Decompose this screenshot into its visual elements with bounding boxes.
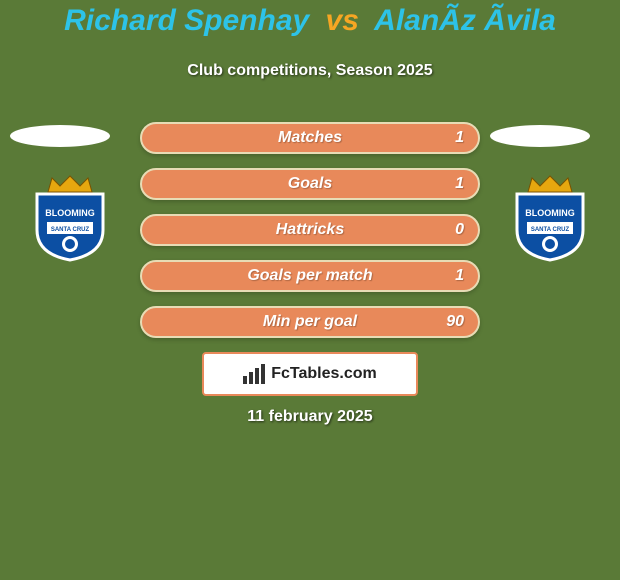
crown-icon — [526, 174, 574, 194]
player1-avatar — [10, 125, 110, 147]
title-player1: Richard Spenhay — [64, 4, 309, 37]
stat-value-right: 0 — [455, 221, 464, 239]
subtitle: Club competitions, Season 2025 — [0, 62, 620, 80]
stat-bar: Min per goal90 — [140, 306, 480, 338]
svg-text:BLOOMING: BLOOMING — [525, 208, 575, 218]
stat-value-right: 90 — [446, 313, 464, 331]
stat-label: Hattricks — [142, 221, 478, 239]
title-bar: Richard Spenhay vs AlanÃz Ãvila — [0, 4, 620, 38]
comparison-card: Richard Spenhay vs AlanÃz Ãvila Club com… — [0, 0, 620, 580]
stat-label: Goals per match — [142, 267, 478, 285]
stat-value-right: 1 — [455, 129, 464, 147]
svg-text:SANTA CRUZ: SANTA CRUZ — [531, 227, 570, 233]
chart-icon — [243, 364, 265, 384]
stat-label: Min per goal — [142, 313, 478, 331]
date-text: 11 february 2025 — [0, 408, 620, 426]
stat-bar: Goals1 — [140, 168, 480, 200]
title-vs: vs — [326, 4, 359, 37]
branding-text: FcTables.com — [271, 365, 377, 383]
player2-club-badge: BLOOMING SANTA CRUZ — [500, 178, 600, 266]
stat-bar: Hattricks0 — [140, 214, 480, 246]
svg-text:BLOOMING: BLOOMING — [45, 208, 95, 218]
shield-icon: BLOOMING SANTA CRUZ — [513, 192, 587, 262]
stat-bar: Goals per match1 — [140, 260, 480, 292]
branding-box[interactable]: FcTables.com — [202, 352, 418, 396]
crown-icon — [46, 174, 94, 194]
stat-value-right: 1 — [455, 267, 464, 285]
stat-label: Goals — [142, 175, 478, 193]
shield-icon: BLOOMING SANTA CRUZ — [33, 192, 107, 262]
stat-label: Matches — [142, 129, 478, 147]
player2-avatar — [490, 125, 590, 147]
stat-bar: Matches1 — [140, 122, 480, 154]
player1-club-badge: BLOOMING SANTA CRUZ — [20, 178, 120, 266]
svg-text:SANTA CRUZ: SANTA CRUZ — [51, 227, 90, 233]
title-player2: AlanÃz Ãvila — [374, 4, 556, 37]
stat-value-right: 1 — [455, 175, 464, 193]
